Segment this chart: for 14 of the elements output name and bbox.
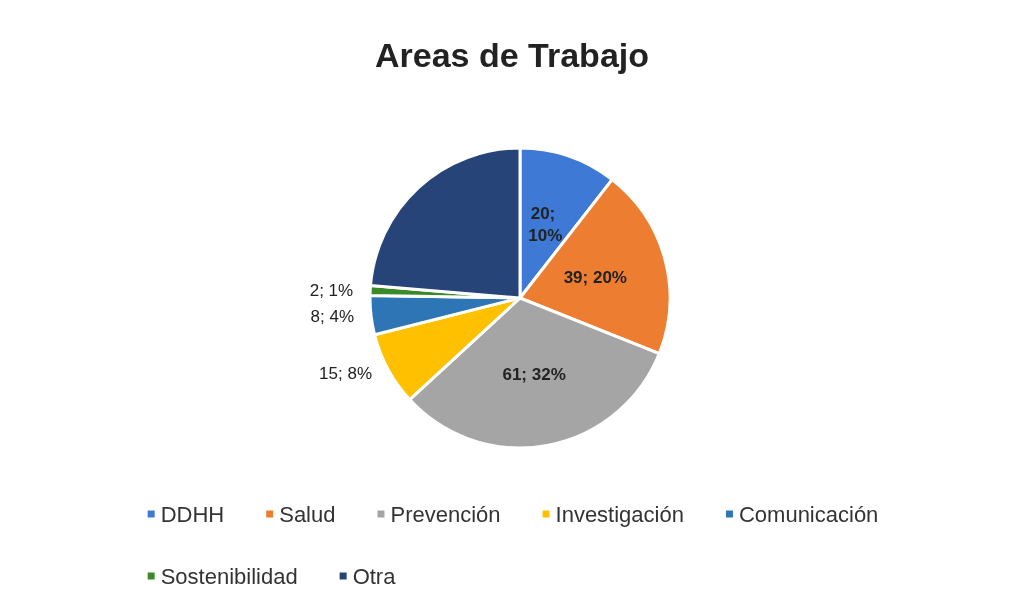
data-label: 8; 4% [310,306,355,326]
legend-label: Investigación [555,501,684,527]
chart-title: Areas de Trabajo [374,36,650,74]
data-label: 39; 20% [563,268,627,288]
legend-label: Prevención [390,501,501,527]
data-label: 15; 8% [319,363,373,383]
legend-label: DDHH [160,501,225,527]
legend-label: Sostenibilidad [160,563,298,589]
legend-label: Otra [352,563,397,589]
legend-label: Salud [279,501,336,527]
data-label: 2; 1% [309,280,354,300]
data-label: 20; 10% [528,203,563,245]
legend-label: Comunicación [738,501,879,527]
data-label: 61; 32% [502,365,566,385]
